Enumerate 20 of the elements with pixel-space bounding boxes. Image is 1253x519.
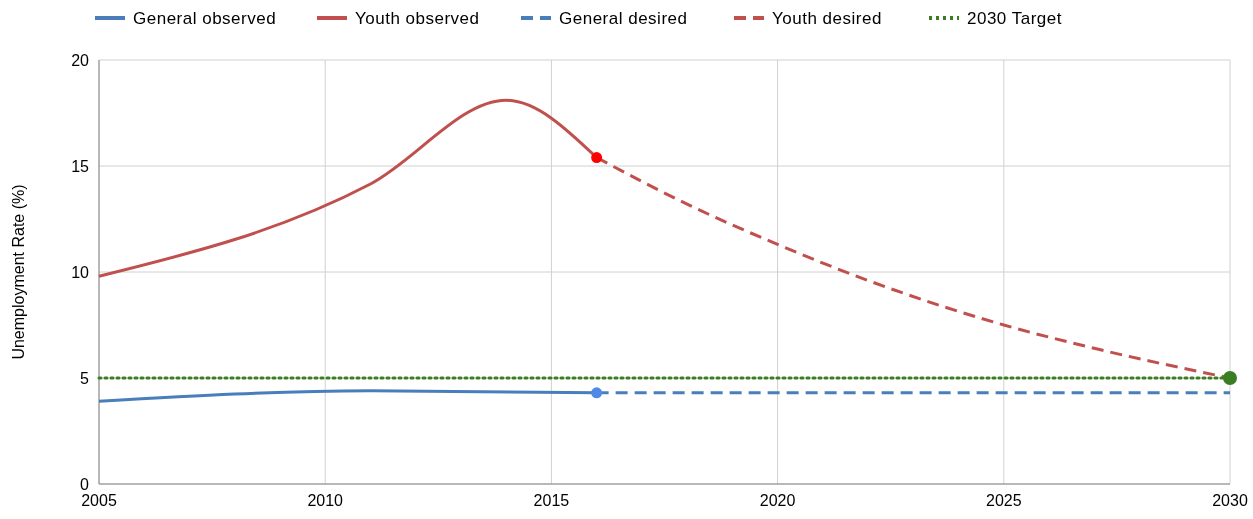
legend-label: 2030 Target	[967, 9, 1062, 28]
legend-label: Youth desired	[772, 9, 882, 28]
legend-label: General observed	[133, 9, 277, 28]
x-tick-label: 2020	[759, 492, 796, 509]
y-tick-label: 0	[80, 476, 90, 493]
x-tick-label: 2015	[533, 492, 570, 509]
y-tick-label: 10	[71, 264, 90, 281]
x-tick-label: 2025	[986, 492, 1022, 509]
point	[591, 387, 603, 399]
y-tick-label: 15	[71, 158, 90, 175]
y-axis-title: Unemployment Rate (%)	[10, 184, 27, 360]
x-tick-label: 2005	[81, 492, 117, 509]
y-tick-label: 5	[80, 370, 90, 387]
legend-label: General desired	[559, 9, 688, 28]
x-tick-label: 2010	[307, 492, 344, 509]
legend-label: Youth observed	[355, 9, 480, 28]
y-tick-label: 20	[71, 52, 90, 69]
point	[1223, 371, 1237, 385]
x-tick-label: 2030	[1212, 492, 1248, 509]
point	[591, 152, 603, 164]
